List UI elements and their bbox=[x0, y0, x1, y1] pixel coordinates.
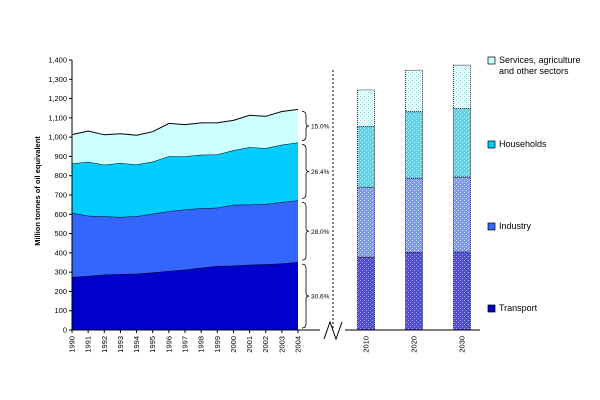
bar-2020-households bbox=[405, 111, 423, 179]
y-tick-label: 800 bbox=[54, 171, 67, 180]
x-tick-label: 2001 bbox=[245, 336, 254, 353]
x-tick-label: 2003 bbox=[277, 336, 286, 353]
bar-category-label: 2020 bbox=[410, 336, 419, 353]
area-services-agriculture-and-other-sectors bbox=[72, 109, 298, 165]
y-tick-label: 1,000 bbox=[48, 133, 67, 142]
bar-2020-transport bbox=[405, 252, 423, 331]
share-braces: 30.6% 28.0% 26.4% 15.0% bbox=[301, 110, 330, 329]
x-tick-label: 1992 bbox=[100, 336, 109, 353]
y-tick-label: 700 bbox=[54, 191, 67, 200]
bar-2020-services-agriculture-and-other-sectors bbox=[405, 69, 423, 113]
y-tick-label: 900 bbox=[54, 152, 67, 161]
y-tick-label: 1,200 bbox=[48, 94, 67, 103]
y-tick-label: 500 bbox=[54, 229, 67, 238]
brace-households bbox=[301, 144, 310, 199]
x-tick-label: 1997 bbox=[181, 336, 190, 353]
brace-industry bbox=[301, 202, 310, 261]
legend-label-households: Households bbox=[499, 139, 547, 149]
y-tick-label: 0 bbox=[63, 326, 67, 335]
area-transport bbox=[72, 262, 298, 330]
bar-2010-services-agriculture-and-other-sectors bbox=[357, 89, 375, 127]
bar-2020-industry bbox=[405, 177, 423, 253]
legend-swatch-households bbox=[487, 140, 496, 149]
x-tick-label: 2004 bbox=[294, 336, 303, 353]
legend-swatch-transport bbox=[487, 304, 496, 313]
bar-2030-services-agriculture-and-other-sectors bbox=[453, 64, 471, 110]
share-label-industry: 28.0% bbox=[311, 229, 330, 236]
y-tick-label: 1,400 bbox=[48, 56, 67, 65]
x-tick-label: 2002 bbox=[261, 336, 270, 353]
bar-category-label: 2030 bbox=[458, 336, 467, 353]
projection-bars bbox=[357, 64, 471, 331]
x-tick-label: 1990 bbox=[68, 336, 77, 353]
x-tick-label: 1994 bbox=[132, 336, 141, 353]
y-tick-label: 1,300 bbox=[48, 75, 67, 84]
bar-2010-industry bbox=[357, 186, 375, 258]
y-axis-label: Million tonnes of oil equivalent bbox=[33, 136, 42, 246]
bar-2030-transport bbox=[453, 251, 471, 331]
x-tick-label: 1991 bbox=[84, 336, 93, 353]
share-label-services-agriculture-and-other-sectors: 15.0% bbox=[311, 123, 330, 130]
y-tick-label: 1,100 bbox=[48, 113, 67, 122]
area-line-services-agriculture-and-other-sectors bbox=[71, 108, 299, 136]
x-tick-label: 1996 bbox=[164, 336, 173, 353]
x-tick-label: 1998 bbox=[197, 336, 206, 353]
area-industry bbox=[72, 200, 298, 277]
bar-2030-industry bbox=[453, 176, 471, 253]
y-tick-label: 100 bbox=[54, 306, 67, 315]
legend-label-industry: Industry bbox=[499, 221, 532, 231]
x-tick-label: 1993 bbox=[116, 336, 125, 353]
brace-services-agriculture-and-other-sectors bbox=[301, 110, 310, 141]
bar-2030-households bbox=[453, 108, 471, 178]
legend-label-services-agriculture-and-other-sectors: Services, agriculture and other sectors bbox=[499, 55, 581, 76]
area-households bbox=[72, 142, 298, 217]
share-label-households: 26.4% bbox=[311, 169, 330, 176]
x-tick-label: 1995 bbox=[148, 336, 157, 353]
legend-swatch-industry bbox=[487, 222, 496, 231]
legend: Services, agriculture and other sectors Ho… bbox=[487, 55, 581, 313]
x-tick-label: 2000 bbox=[229, 336, 238, 353]
stacked-areas bbox=[71, 108, 299, 330]
y-tick-label: 300 bbox=[54, 268, 67, 277]
share-label-transport: 30.6% bbox=[311, 294, 330, 301]
y-tick-label: 200 bbox=[54, 287, 67, 296]
axis-break-mark bbox=[323, 320, 343, 341]
bar-2010-transport bbox=[357, 256, 375, 331]
y-tick-label: 600 bbox=[54, 210, 67, 219]
bar-category-label: 2010 bbox=[362, 336, 371, 353]
y-tick-label: 400 bbox=[54, 248, 67, 257]
legend-swatch-services-agriculture-and-other-sectors bbox=[487, 56, 496, 65]
axes: 0 100 200 300 400 500 600 700 800 900 1,000 1,100 1,… bbox=[48, 56, 480, 353]
brace-transport bbox=[301, 263, 310, 329]
bar-2010-households bbox=[357, 126, 375, 188]
legend-label-transport: Transport bbox=[499, 303, 538, 313]
x-tick-label: 1999 bbox=[213, 336, 222, 353]
